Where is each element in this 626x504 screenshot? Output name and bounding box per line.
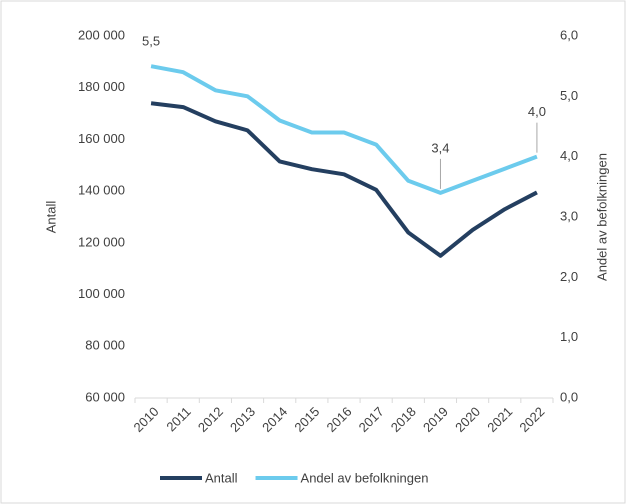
y-axis-label: Antall [43, 201, 58, 234]
legend-label: Andel av befolkningen [301, 470, 429, 485]
y-tick-label: 60 000 [85, 389, 125, 404]
y-tick-label: 80 000 [85, 338, 125, 353]
y-tick-label: 100 000 [78, 286, 125, 301]
y2-tick-label: 1,0 [560, 329, 578, 344]
y-tick-label: 200 000 [78, 27, 125, 42]
y2-axis-label: Andel av befolkningen [594, 153, 609, 281]
y-tick-label: 180 000 [78, 79, 125, 94]
y2-tick-label: 0,0 [560, 389, 578, 404]
y-tick-label: 120 000 [78, 234, 125, 249]
data-label: 5,5 [142, 34, 160, 49]
y-tick-label: 140 000 [78, 183, 125, 198]
series-line [150, 64, 538, 195]
data-label: 4,0 [528, 104, 546, 119]
y-tick-label: 160 000 [78, 131, 125, 146]
legend-label: Antall [205, 470, 238, 485]
y2-tick-label: 3,0 [560, 208, 578, 223]
series-line [150, 101, 538, 258]
y2-tick-label: 4,0 [560, 148, 578, 163]
y2-tick-label: 5,0 [560, 88, 578, 103]
y2-tick-label: 2,0 [560, 269, 578, 284]
data-label: 3,4 [431, 140, 449, 155]
y2-tick-label: 6,0 [560, 27, 578, 42]
